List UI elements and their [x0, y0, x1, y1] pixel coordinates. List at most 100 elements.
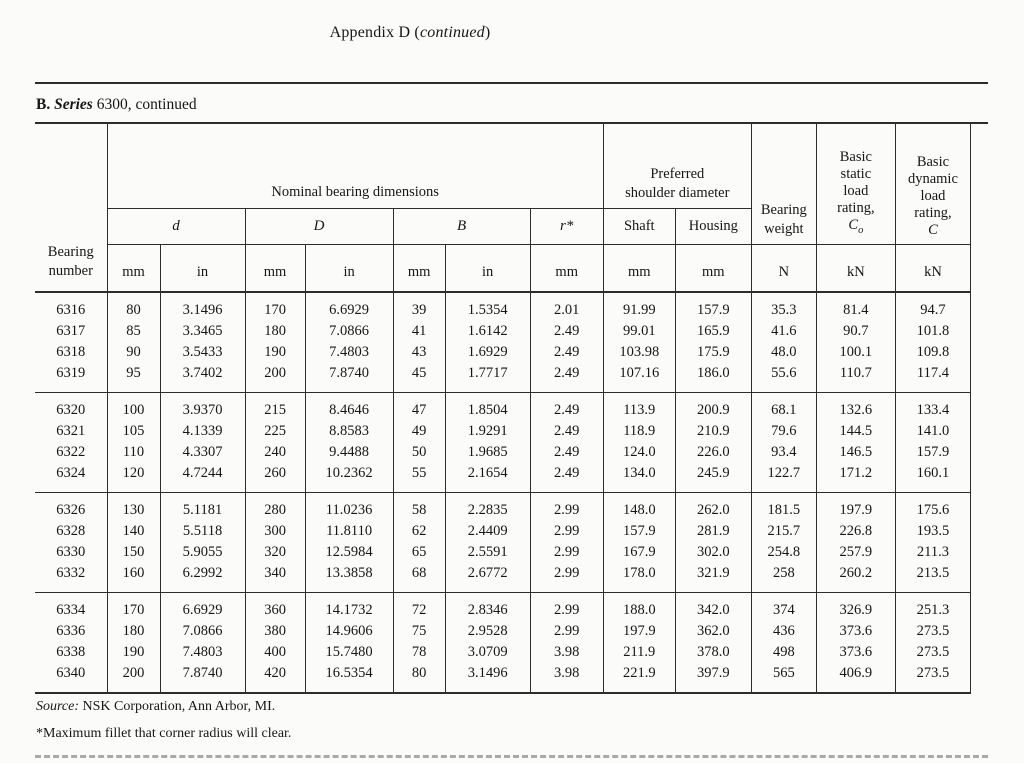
bearing-number-cell: 6330	[56, 544, 86, 560]
unit-dynamic-kN: kN	[894, 244, 971, 293]
data-cell: 8.8583	[304, 421, 394, 442]
data-cell: 90.7	[815, 321, 896, 342]
col-header-d: d	[106, 208, 246, 245]
bearing-number-cell: 6326	[56, 502, 86, 518]
bearing-number-cell: 6336	[56, 623, 86, 639]
data-cell: 45	[392, 363, 446, 393]
data-cell: 2.01	[529, 292, 604, 321]
data-cell: 373.6	[815, 642, 896, 663]
col-group-nominal-dimensions: Nominal bearing dimensions	[106, 124, 604, 209]
data-cell: 91.99	[602, 292, 676, 321]
data-cell: 13.3858	[304, 563, 394, 593]
data-cell: 5.1181	[159, 492, 246, 521]
data-cell: 436	[750, 621, 817, 642]
data-cell: 225	[244, 421, 306, 442]
data-cell: 144.5	[815, 421, 896, 442]
data-cell: 4.1339	[159, 421, 246, 442]
data-cell: 340	[244, 563, 306, 593]
data-cell: 2.99	[529, 592, 604, 621]
col-header-dynamic-rating: Basic dynamic load rating, C	[894, 124, 971, 245]
section-letter: B.	[36, 96, 51, 113]
data-cell: 565	[750, 663, 817, 693]
data-cell: 110.7	[815, 363, 896, 393]
data-cell: 134.0	[602, 463, 676, 493]
data-cell: 160.1	[894, 463, 971, 493]
data-cell: 171.2	[815, 463, 896, 493]
page-title-post: )	[484, 24, 491, 41]
bearing-number-cell: 6334	[56, 602, 86, 618]
data-cell: 2.6772	[444, 563, 531, 593]
dynamic-rating-symbol: C	[928, 221, 938, 238]
data-cell: 200	[106, 663, 161, 693]
col-header-B: B	[392, 208, 531, 245]
data-cell: 122.7	[750, 463, 817, 493]
data-cell: 105	[106, 421, 161, 442]
data-cell: 180	[244, 321, 306, 342]
data-cell: 181.5	[750, 492, 817, 521]
data-cell: 79.6	[750, 421, 817, 442]
data-cell: 406.9	[815, 663, 896, 693]
table-row: 6324 120 4.7244 260 10.2362 55 2.1654 2.49 134.0…	[35, 463, 971, 493]
col-header-static-rating: Basic static load rating, Co	[815, 124, 896, 245]
data-cell: 193.5	[894, 521, 971, 542]
source-text: NSK Corporation, Ann Arbor, MI.	[79, 699, 276, 714]
data-cell: 55	[392, 463, 446, 493]
bearing-number-cell: 6317	[56, 323, 86, 339]
data-cell: 2.49	[529, 421, 604, 442]
data-cell: 1.9291	[444, 421, 531, 442]
data-cell: 47	[392, 392, 446, 421]
header-row-1: Bearing number Nominal bearing dimension…	[35, 124, 971, 293]
source-note: Source: NSK Corporation, Ann Arbor, MI.	[36, 699, 275, 715]
data-cell: 62	[392, 521, 446, 542]
data-cell: 373.6	[815, 621, 896, 642]
data-cell: 41.6	[750, 321, 817, 342]
header-row-2: d D B r* Shaft Housing	[35, 208, 971, 245]
data-cell: 99.01	[602, 321, 676, 342]
data-cell: 7.0866	[304, 321, 394, 342]
data-cell: 49	[392, 421, 446, 442]
data-cell: 43	[392, 342, 446, 363]
data-cell: 200	[244, 363, 306, 393]
data-cell: 14.1732	[304, 592, 394, 621]
table-row: 6338 190 7.4803 400 15.7480 78 3.0709 3.98 211.9…	[35, 642, 971, 663]
data-cell: 362.0	[674, 621, 752, 642]
horizontal-rule-bottom	[35, 755, 988, 758]
data-cell: 400	[244, 642, 306, 663]
data-cell: 245.9	[674, 463, 752, 493]
data-cell: 180	[106, 621, 161, 642]
data-cell: 200.9	[674, 392, 752, 421]
unit-B-mm: mm	[392, 244, 446, 293]
footnote: *Maximum fillet that corner radius will …	[36, 726, 292, 741]
data-cell: 190	[244, 342, 306, 363]
data-cell: 1.8504	[444, 392, 531, 421]
data-cell: 41	[392, 321, 446, 342]
data-cell: 170	[106, 592, 161, 621]
data-cell: 374	[750, 592, 817, 621]
data-cell: 6.6929	[159, 592, 246, 621]
bearing-number-cell: 6328	[56, 523, 86, 539]
data-cell: 6.6929	[304, 292, 394, 321]
data-cell: 124.0	[602, 442, 676, 463]
data-cell: 3.98	[529, 642, 604, 663]
data-cell: 94.7	[894, 292, 971, 321]
data-cell: 360	[244, 592, 306, 621]
data-cell: 93.4	[750, 442, 817, 463]
data-cell: 4.7244	[159, 463, 246, 493]
data-cell: 2.99	[529, 521, 604, 542]
data-cell: 397.9	[674, 663, 752, 693]
data-cell: 146.5	[815, 442, 896, 463]
data-cell: 1.7717	[444, 363, 531, 393]
data-cell: 133.4	[894, 392, 971, 421]
table-row: 6321 105 4.1339 225 8.8583 49 1.9291 2.49 118.9 2…	[35, 421, 971, 442]
bearing-number-cell: 6321	[56, 423, 86, 439]
data-cell: 117.4	[894, 363, 971, 393]
data-cell: 260.2	[815, 563, 896, 593]
data-cell: 215	[244, 392, 306, 421]
col-header-housing: Housing	[674, 208, 752, 245]
data-cell: 90	[106, 342, 161, 363]
data-cell: 2.49	[529, 363, 604, 393]
data-cell: 132.6	[815, 392, 896, 421]
data-cell: 213.5	[894, 563, 971, 593]
data-cell: 188.0	[602, 592, 676, 621]
table-row: 6319 95 3.7402 200 7.8740 45 1.7717 2.49 107.16 1…	[35, 363, 971, 393]
